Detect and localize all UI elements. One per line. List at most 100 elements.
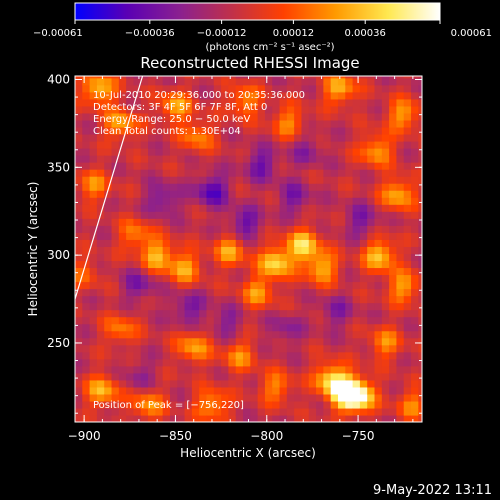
heatmap-cell [352,253,361,262]
heatmap-cell [389,365,398,374]
heatmap-cell [162,126,171,135]
heatmap-cell [169,246,178,254]
heatmap-cell [169,288,178,297]
heatmap-cell [82,218,91,226]
heatmap-cell [367,337,376,346]
heatmap-cell [89,183,98,191]
heatmap-cell [264,323,273,332]
heatmap-cell [155,183,164,191]
heatmap-cell [286,246,295,254]
heatmap-cell [206,204,215,212]
heatmap-cell [162,316,171,325]
heatmap-cell [294,281,303,290]
heatmap-cell [133,76,142,79]
heatmap-cell [104,407,113,416]
heatmap-cell [250,337,259,346]
heatmap-cell [381,197,390,205]
heatmap-cell [148,176,156,184]
heatmap-cell [89,407,98,416]
heatmap-cell [199,330,208,339]
heatmap-cell [272,169,281,177]
heatmap-cell [381,232,390,240]
heatmap-cell [104,316,113,325]
heatmap-cell [381,176,390,184]
heatmap-cell [381,281,390,290]
heatmap-cell [177,204,186,212]
heatmap-cell [286,155,295,163]
heatmap-cell [352,211,361,219]
heatmap-cell [213,295,222,304]
heatmap-cell [118,84,127,93]
heatmap-cell [140,197,149,205]
heatmap-cell [169,140,178,149]
heatmap-cell [111,379,120,388]
heatmap-cell [389,267,398,276]
heatmap-cell [140,330,149,339]
heatmap-cell [403,91,412,100]
heatmap-cell [396,140,405,149]
heatmap-cell [75,77,83,86]
heatmap-cell [308,105,317,114]
heatmap-cell [359,414,368,422]
heatmap-cell [374,393,383,402]
heatmap-cell [133,211,142,219]
heatmap-cell [148,133,156,142]
heatmap-cell [264,372,273,381]
heatmap-cell [308,76,317,79]
heatmap-cell [411,386,419,395]
heatmap-cell [294,330,303,339]
heatmap-cell [403,133,412,142]
heatmap-cell [126,77,135,86]
heatmap-cell [133,126,142,135]
heatmap-cell [155,393,164,402]
heatmap-cell [396,232,405,240]
heatmap-cell [250,76,259,79]
heatmap-cell [294,204,303,212]
heatmap-cell [279,176,288,184]
heatmap-cell [221,274,230,283]
heatmap-cell [111,190,120,198]
heatmap-cell [367,169,376,177]
heatmap-cell [367,225,376,233]
heatmap-cell [96,105,105,114]
heatmap-cell [235,98,244,107]
heatmap-cell [126,253,135,262]
heatmap-cell [162,407,171,416]
heatmap-cell [264,148,273,156]
heatmap-cell [177,274,186,283]
heatmap-cell [96,155,105,163]
heatmap-cell [191,155,200,163]
heatmap-cell [257,204,266,212]
heatmap-cell [177,288,186,297]
heatmap-cell [169,393,178,402]
heatmap-cell [133,155,142,163]
heatmap-cell [337,225,346,233]
x-tick-label: −800 [250,429,283,443]
heatmap-cell [126,197,135,205]
heatmap-cell [264,225,273,233]
heatmap-cell [89,379,98,388]
heatmap-cell [213,393,222,402]
heatmap-cell [308,140,317,149]
heatmap-cell [126,239,135,247]
heatmap-cell [352,140,361,149]
heatmap-cell [389,197,398,205]
heatmap-cell [162,176,171,184]
heatmap-cell [367,112,376,121]
heatmap-cell [381,133,390,142]
heatmap-cell [367,105,376,114]
heatmap-cell [250,323,259,332]
heatmap-cell [381,91,390,100]
heatmap-cell [213,239,222,247]
heatmap-cell [184,190,193,198]
heatmap-cell [337,351,346,360]
heatmap-cell [206,386,215,395]
heatmap-cell [118,253,127,262]
heatmap-cell [126,84,135,93]
heatmap-cell [418,112,422,121]
heatmap-cell [294,302,303,311]
heatmap-cell [330,351,339,360]
heatmap-cell [206,379,215,388]
heatmap-cell [126,148,135,156]
heatmap-cell [111,246,120,254]
